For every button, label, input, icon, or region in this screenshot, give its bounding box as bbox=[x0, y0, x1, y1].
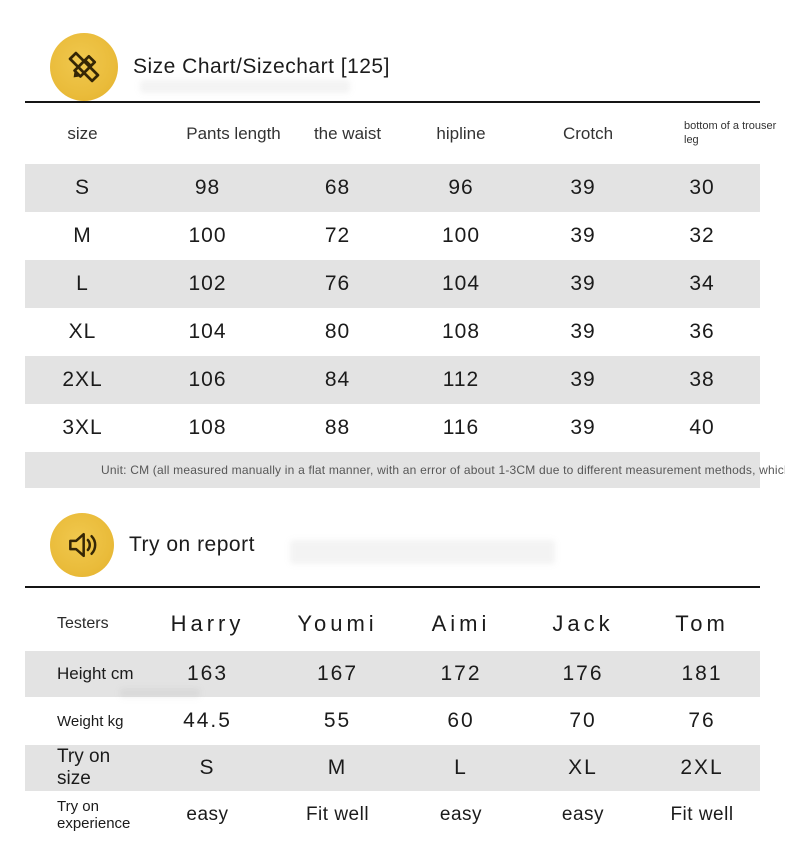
value-cell: easy bbox=[439, 804, 483, 825]
value-cell: 176 bbox=[562, 662, 604, 685]
size-cell: 2XL bbox=[62, 368, 103, 391]
value-cell: 70 bbox=[569, 709, 597, 732]
value-cell: 40 bbox=[689, 416, 715, 439]
value-cell: easy bbox=[186, 804, 229, 825]
row-label: Try on size bbox=[57, 746, 111, 789]
value-cell: 72 bbox=[324, 224, 351, 247]
size-chart-title: Size Chart/Sizechart [125] bbox=[133, 55, 390, 78]
tester-name: Tom bbox=[675, 610, 729, 636]
value-cell: L bbox=[454, 756, 468, 779]
value-cell: 104 bbox=[188, 320, 227, 343]
table-row: 3XL 108 88 116 39 40 bbox=[25, 404, 760, 452]
value-cell: 55 bbox=[323, 709, 352, 732]
value-cell: S bbox=[199, 756, 216, 779]
value-cell: 100 bbox=[188, 224, 227, 247]
table-row: S 98 68 96 39 30 bbox=[25, 164, 760, 212]
tester-name: Aimi bbox=[431, 610, 491, 636]
value-cell: 96 bbox=[448, 176, 474, 199]
value-cell: 32 bbox=[689, 224, 715, 247]
table-row: 2XL 106 84 112 39 38 bbox=[25, 356, 760, 404]
value-cell: 39 bbox=[570, 272, 596, 295]
row-label: Try on experience bbox=[57, 798, 131, 832]
value-cell: easy bbox=[561, 804, 605, 825]
try-on-report-title: Try on report bbox=[129, 533, 255, 556]
size-cell: M bbox=[73, 224, 92, 247]
speaker-icon bbox=[50, 513, 114, 577]
row-label: Weight kg bbox=[57, 712, 124, 730]
value-cell: 84 bbox=[324, 368, 351, 391]
table-row: M 100 72 100 39 32 bbox=[25, 212, 760, 260]
table-row: Try on size S M L XL 2XL bbox=[25, 745, 760, 791]
value-cell: 181 bbox=[681, 662, 723, 685]
row-label: Height cm bbox=[57, 664, 134, 683]
size-cell: L bbox=[76, 272, 89, 295]
value-cell: 80 bbox=[324, 320, 351, 343]
value-cell: 30 bbox=[689, 176, 715, 199]
try-on-report-header: Try on report bbox=[0, 513, 785, 577]
value-cell: 60 bbox=[447, 709, 475, 732]
value-cell: 38 bbox=[689, 368, 715, 391]
value-cell: 106 bbox=[188, 368, 227, 391]
size-cell: 3XL bbox=[62, 416, 103, 439]
value-cell: 39 bbox=[570, 416, 596, 439]
size-chart-table: size Pants length the waist hipline Crot… bbox=[25, 103, 785, 488]
pencil-ruler-icon bbox=[50, 33, 118, 101]
value-cell: 112 bbox=[442, 368, 480, 391]
value-cell: 88 bbox=[324, 416, 351, 439]
value-cell: 76 bbox=[324, 272, 351, 295]
value-cell: 68 bbox=[324, 176, 351, 199]
value-cell: 104 bbox=[441, 272, 481, 295]
value-cell: 163 bbox=[186, 662, 229, 685]
column-header: Crotch bbox=[562, 123, 614, 143]
size-cell: XL bbox=[68, 320, 97, 343]
value-cell: 116 bbox=[442, 416, 480, 439]
value-cell: 44.5 bbox=[183, 709, 232, 732]
value-cell: M bbox=[327, 756, 348, 779]
value-cell: Fit well bbox=[305, 804, 370, 825]
column-header: bottom of a trouser leg bbox=[684, 119, 777, 146]
column-header: hipline bbox=[436, 123, 486, 143]
value-cell: 172 bbox=[440, 662, 482, 685]
column-header: the waist bbox=[313, 123, 382, 143]
table-row: Weight kg 44.5 55 60 70 76 bbox=[25, 697, 760, 745]
value-cell: 76 bbox=[688, 709, 716, 732]
divider-line bbox=[25, 101, 760, 103]
column-header: Pants length bbox=[186, 123, 281, 143]
value-cell: 39 bbox=[570, 368, 596, 391]
value-cell: 102 bbox=[188, 272, 227, 295]
value-cell: 167 bbox=[316, 662, 359, 685]
value-cell: 108 bbox=[188, 416, 227, 439]
tester-name: Jack bbox=[552, 610, 614, 636]
column-header: size bbox=[67, 123, 98, 143]
value-cell: 39 bbox=[570, 176, 596, 199]
value-cell: 36 bbox=[689, 320, 715, 343]
value-cell: 34 bbox=[689, 272, 715, 295]
table-row: L 102 76 104 39 34 bbox=[25, 260, 760, 308]
size-chart-header: Size Chart/Sizechart [125] bbox=[0, 0, 785, 101]
divider-line bbox=[25, 586, 760, 588]
value-cell: XL bbox=[568, 756, 598, 779]
row-label: Testers bbox=[57, 614, 109, 632]
value-cell: 98 bbox=[194, 176, 221, 199]
tester-name: Youmi bbox=[297, 610, 378, 636]
table-row: XL 104 80 108 39 36 bbox=[25, 308, 760, 356]
size-chart-table-header-row: size Pants length the waist hipline Crot… bbox=[25, 103, 776, 164]
value-cell: 100 bbox=[441, 224, 481, 247]
value-cell: 39 bbox=[570, 320, 596, 343]
tester-name: Harry bbox=[170, 610, 245, 636]
value-cell: 39 bbox=[570, 224, 596, 247]
table-row: Height cm 163 167 172 176 181 bbox=[25, 651, 760, 697]
table-row: Testers Harry Youmi Aimi Jack Tom bbox=[25, 596, 760, 651]
value-cell: 2XL bbox=[680, 756, 724, 779]
measurement-note: Unit: CM (all measured manually in a fla… bbox=[25, 452, 785, 488]
table-row: Try on experience easy Fit well easy eas… bbox=[25, 791, 760, 839]
size-cell: S bbox=[74, 176, 90, 199]
try-on-report-table: Testers Harry Youmi Aimi Jack Tom Height… bbox=[25, 596, 760, 839]
value-cell: 108 bbox=[441, 320, 481, 343]
value-cell: Fit well bbox=[670, 804, 734, 825]
